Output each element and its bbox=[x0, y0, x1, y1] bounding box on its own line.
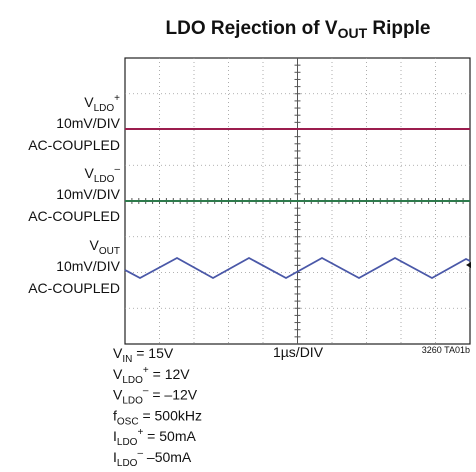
text-part: – bbox=[137, 448, 143, 459]
text-part: V bbox=[84, 94, 94, 110]
timebase: 1µs/DIV bbox=[273, 344, 324, 360]
text-part: Ripple bbox=[367, 18, 430, 39]
text-part: V bbox=[113, 366, 123, 382]
text-part: I bbox=[113, 449, 117, 465]
chart-title: LDO Rejection of VOUT Ripple bbox=[166, 18, 431, 41]
figure-id: 3260 TA01b bbox=[422, 345, 470, 355]
channel-scale: 10mV/DIV bbox=[56, 115, 120, 131]
channel-coupling: AC-COUPLED bbox=[28, 208, 120, 224]
channel-label: VLDO– bbox=[85, 164, 121, 185]
condition: VLDO– = –12V bbox=[113, 386, 198, 407]
trigger-marker bbox=[466, 262, 471, 268]
channel-scale: 10mV/DIV bbox=[56, 258, 120, 274]
channel-label: VOUT bbox=[90, 237, 120, 257]
text-part: LDO bbox=[117, 458, 138, 469]
channel-coupling: AC-COUPLED bbox=[28, 137, 120, 153]
text-part: – bbox=[114, 164, 120, 175]
text-part: IN bbox=[122, 354, 132, 365]
condition: ILDO– –50mA bbox=[113, 448, 192, 469]
text-part: = 500kHz bbox=[139, 407, 202, 423]
text-part: LDO bbox=[122, 396, 143, 407]
text-part: LDO bbox=[122, 375, 143, 386]
condition: ILDO+ = 50mA bbox=[113, 427, 196, 448]
text-part: LDO bbox=[94, 103, 115, 114]
text-part: = –12V bbox=[148, 387, 197, 403]
text-part: LDO bbox=[117, 437, 138, 448]
channel-coupling: AC-COUPLED bbox=[28, 280, 120, 296]
channel-scale: 10mV/DIV bbox=[56, 186, 120, 202]
text-part: OUT bbox=[338, 25, 368, 41]
condition: fOSC = 500kHz bbox=[113, 407, 202, 427]
text-part: I bbox=[113, 428, 117, 444]
text-part: + bbox=[143, 365, 149, 376]
text-part: V bbox=[113, 387, 123, 403]
text-part: + bbox=[137, 427, 143, 438]
condition: VLDO+ = 12V bbox=[113, 365, 190, 386]
trace-vout bbox=[124, 256, 471, 280]
text-part: LDO bbox=[94, 174, 115, 185]
text-part: f bbox=[113, 407, 117, 423]
text-part: OUT bbox=[99, 246, 120, 257]
text-part: V bbox=[85, 165, 95, 181]
channel-label: VLDO+ bbox=[84, 93, 120, 114]
text-part: = 12V bbox=[149, 366, 191, 382]
condition: VIN = 15V bbox=[113, 345, 174, 365]
text-part: V bbox=[90, 237, 100, 253]
text-part: = 15V bbox=[132, 345, 174, 361]
text-part: V bbox=[113, 345, 123, 361]
text-part: = 50mA bbox=[143, 428, 196, 444]
text-part: + bbox=[114, 93, 120, 104]
text-part: LDO Rejection of V bbox=[166, 18, 338, 39]
text-part: – bbox=[143, 386, 149, 397]
text-part: –50mA bbox=[143, 449, 192, 465]
text-part: OSC bbox=[117, 416, 139, 427]
